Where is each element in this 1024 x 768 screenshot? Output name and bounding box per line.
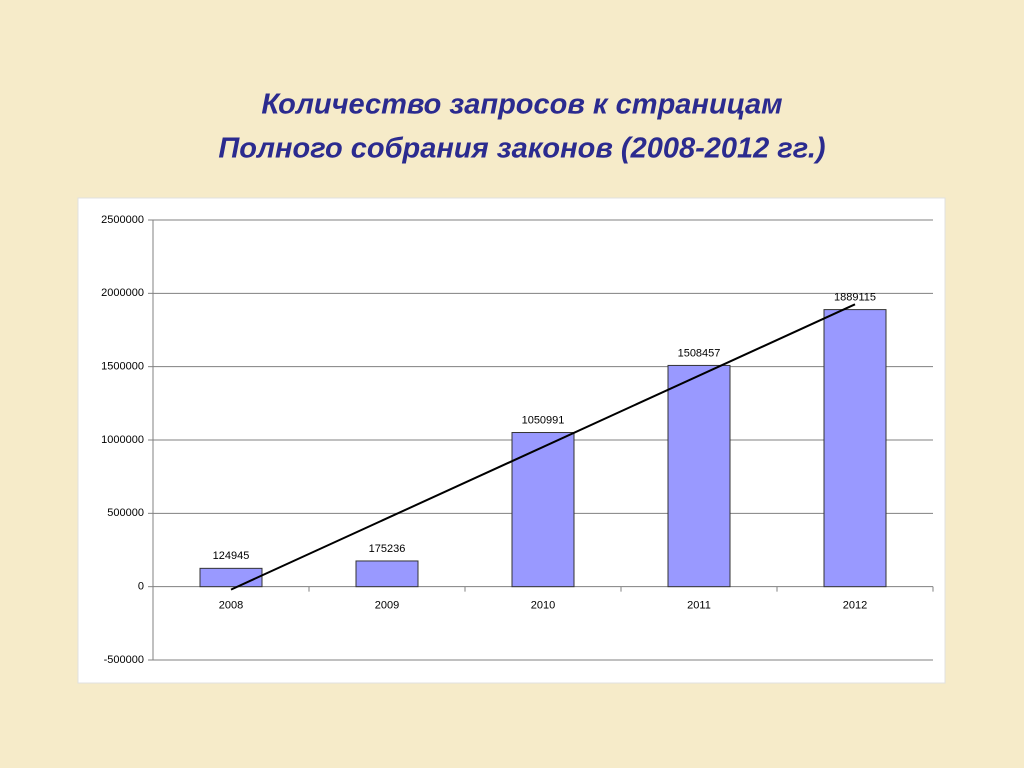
bar [823,309,887,588]
y-tick-label: 0 [138,581,144,593]
y-tick-label: -500000 [104,654,144,666]
data-label: 1508457 [678,347,721,359]
x-tick-label: 2012 [843,600,867,612]
y-tick-label: 1500000 [101,361,144,373]
data-label: 1050991 [522,414,565,426]
bar [511,432,575,588]
bar [667,364,731,588]
y-tick-label: 2500000 [101,214,144,226]
y-tick-label: 2000000 [101,287,144,299]
bar [355,560,419,588]
data-label: 124945 [213,550,250,562]
y-tick-label: 500000 [107,507,144,519]
trendline [230,303,856,591]
x-tick-label: 2010 [531,600,555,612]
y-tick-label: 1000000 [101,434,144,446]
x-tick-label: 2011 [687,600,711,612]
x-tick-label: 2008 [219,600,243,612]
chart-subtitle: Полного собрания законов (2008-2012 гг.) [218,133,825,165]
bar [199,567,263,588]
x-tick-label: 2009 [375,600,399,612]
data-label: 175236 [369,543,406,555]
chart-title: Количество запросов к страницам [261,89,782,121]
data-label: 1889115 [834,292,876,304]
